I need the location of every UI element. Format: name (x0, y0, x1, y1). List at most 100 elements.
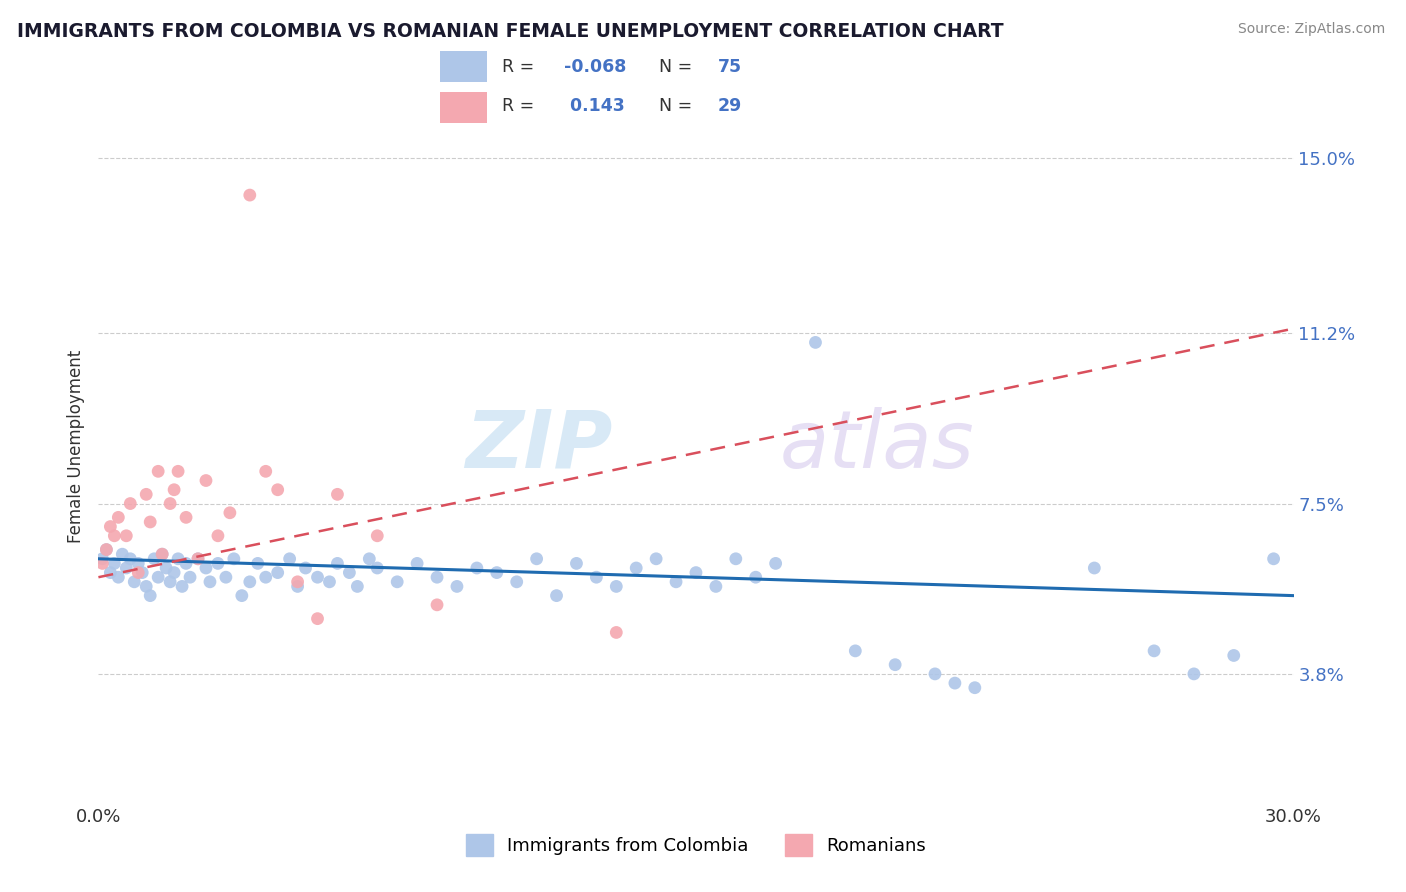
Text: Source: ZipAtlas.com: Source: ZipAtlas.com (1237, 22, 1385, 37)
Point (187, 551, 209, 566)
Point (179, 570, 201, 584)
Point (107, 570, 129, 584)
Point (278, 551, 301, 566)
Point (943, 676, 966, 690)
Point (804, 335, 827, 350)
Y-axis label: Female Unemployment: Female Unemployment (66, 350, 84, 542)
Point (963, 681, 986, 695)
Point (143, 551, 166, 566)
Point (307, 570, 329, 584)
Point (239, 188, 262, 202)
Point (385, 574, 409, 589)
Point (120, 497, 142, 511)
Point (91, 557, 114, 571)
Point (526, 551, 548, 566)
Text: N =: N = (659, 58, 697, 76)
Text: R =: R = (502, 97, 540, 115)
Point (585, 570, 607, 584)
Point (267, 483, 290, 497)
Point (139, 515, 162, 529)
Point (198, 574, 221, 589)
Point (1223, 648, 1246, 663)
Point (96, 542, 118, 557)
Bar (440, 52, 488, 82)
Point (426, 570, 449, 584)
Point (1143, 644, 1166, 658)
Point (294, 561, 316, 575)
Text: N =: N = (659, 97, 697, 115)
Point (207, 557, 229, 571)
Point (155, 561, 177, 575)
Point (159, 574, 181, 589)
Point (406, 557, 429, 571)
Point (148, 464, 170, 478)
Point (172, 579, 194, 593)
Point (107, 510, 129, 524)
Point (150, 547, 173, 561)
Point (231, 589, 253, 603)
Point (307, 612, 329, 626)
Point (239, 574, 262, 589)
Point (135, 487, 157, 501)
Point (103, 557, 125, 571)
Bar (440, 92, 488, 122)
Point (565, 557, 588, 571)
Point (120, 551, 142, 566)
Point (174, 557, 197, 571)
Point (326, 557, 349, 571)
Point (884, 657, 907, 672)
Point (287, 579, 309, 593)
Point (111, 547, 134, 561)
Point (546, 589, 568, 603)
Point (485, 566, 508, 580)
Point (745, 570, 768, 584)
Point (254, 570, 277, 584)
Point (150, 547, 173, 561)
Text: IMMIGRANTS FROM COLOMBIA VS ROMANIAN FEMALE UNEMPLOYMENT CORRELATION CHART: IMMIGRANTS FROM COLOMBIA VS ROMANIAN FEM… (17, 22, 1004, 41)
Point (426, 598, 449, 612)
Point (103, 529, 125, 543)
Text: R =: R = (502, 58, 540, 76)
Point (187, 551, 209, 566)
Point (195, 561, 218, 575)
Point (605, 579, 627, 593)
Point (163, 483, 186, 497)
Point (91, 551, 114, 566)
Point (765, 557, 787, 571)
Point (924, 666, 946, 681)
Point (131, 566, 153, 580)
Point (127, 557, 149, 571)
Point (167, 464, 190, 478)
Point (1083, 561, 1105, 575)
Point (665, 574, 688, 589)
Point (115, 529, 138, 543)
Point (219, 506, 242, 520)
Point (174, 510, 197, 524)
Text: ZIP: ZIP (465, 407, 613, 485)
Text: -0.068: -0.068 (564, 58, 627, 76)
Text: 75: 75 (717, 58, 742, 76)
Point (98, 566, 122, 580)
Point (645, 551, 668, 566)
Point (366, 529, 388, 543)
Text: 29: 29 (717, 97, 742, 115)
Point (254, 464, 277, 478)
Point (246, 557, 269, 571)
Point (124, 574, 146, 589)
Point (465, 561, 488, 575)
Point (163, 566, 186, 580)
Point (605, 625, 627, 640)
Legend: Immigrants from Colombia, Romanians: Immigrants from Colombia, Romanians (457, 825, 935, 865)
Point (626, 561, 648, 575)
Point (287, 574, 309, 589)
Point (222, 551, 245, 566)
Point (139, 589, 162, 603)
Point (96, 542, 118, 557)
Point (98, 519, 122, 533)
Text: 0.143: 0.143 (564, 97, 624, 115)
Point (1263, 551, 1285, 566)
Point (148, 570, 170, 584)
Point (1182, 666, 1205, 681)
Point (724, 551, 747, 566)
Point (167, 551, 190, 566)
